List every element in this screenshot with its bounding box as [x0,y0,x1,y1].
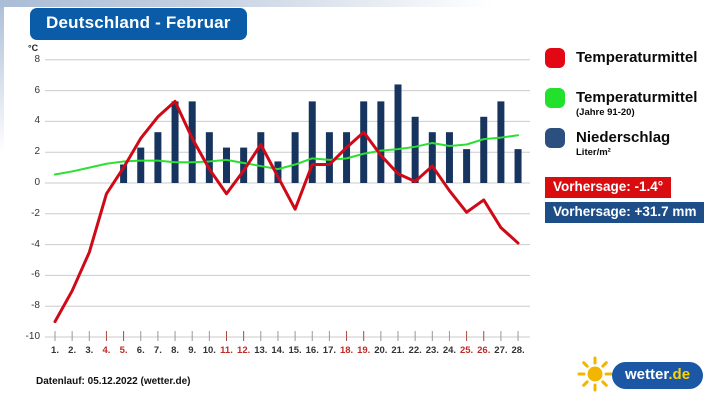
precipitation-bar [308,101,316,183]
x-tick-label: 4. [102,345,111,356]
precipitation-bar [154,132,162,183]
x-tick-label: 26. [477,345,491,356]
data-run-note: Datenlauf: 05.12.2022 (wetter.de) [36,376,191,387]
precipitation-bar [428,132,436,183]
legend-item-precipitation: Niederschlag Liter/m² [545,126,715,166]
x-tick-label: 1. [51,345,59,356]
precipitation-bar [205,132,213,183]
y-tick-label: -2 [31,207,40,219]
y-tick-label: 2 [34,146,40,158]
legend-sublabel: (Jahre 91-20) [576,107,635,118]
y-tick-label: -10 [25,331,40,342]
x-tick-label: 11. [220,345,233,356]
x-tick-label: 27. [494,345,508,356]
x-tick-label: 24. [442,345,457,356]
precipitation-bar [120,164,128,183]
x-tick-label: 9. [188,345,197,356]
x-tick-label: 12. [237,345,251,356]
x-tick-label: 5. [119,345,128,356]
y-axis-unit-label: °C [28,43,39,53]
precipitation-bar [394,84,402,183]
x-tick-label: 8. [171,345,180,356]
y-tick-label: 6 [34,84,40,96]
sun-icon [577,356,613,392]
legend: Temperaturmittel Temperaturmittel (Jahre… [545,46,715,166]
y-tick-label: -6 [31,269,40,281]
legend-label: Temperaturmittel [576,49,698,66]
x-tick-label: 18. [339,345,354,356]
left-accent-bar [0,0,4,170]
precipitation-bar [411,116,419,183]
red-line-swatch-icon [545,48,565,68]
x-tick-label: 15. [288,345,302,356]
top-accent-bar [0,0,560,7]
forecast-temperature-badge: Vorhersage: -1.4° [545,177,672,198]
y-tick-label: 0 [34,177,40,188]
precipitation-bar [291,132,299,183]
x-tick-label: 22. [408,345,422,356]
x-tick-label: 20. [374,345,388,356]
precipitation-bar [377,101,385,183]
precipitation-bar [325,132,333,183]
legend-sublabel: Liter/m² [576,147,611,158]
precipitation-bar [445,132,453,183]
x-tick-label: 10. [202,345,216,356]
x-tick-label: 17. [322,345,336,356]
precipitation-bar [514,149,522,183]
page-title: Deutschland - Februar [30,8,247,40]
x-tick-label: 19. [357,345,371,356]
y-tick-label: -8 [31,300,40,312]
bar-swatch-icon [545,128,565,148]
wetter-de-wordmark: wetter.de [612,362,704,389]
wetter-de-logo: wetter.de [576,354,706,394]
precipitation-bar [497,101,505,183]
legend-item-climate-mean: Temperaturmittel (Jahre 91-20) [545,86,715,126]
precipitation-bar [480,116,488,183]
x-tick-label: 6. [136,345,145,356]
x-tick-label: 2. [68,345,77,356]
x-tick-label: 21. [391,345,405,356]
x-tick-label: 16. [305,345,319,356]
precipitation-bar [463,149,471,183]
precipitation-bar [240,147,248,183]
legend-item-temperature: Temperaturmittel [545,46,715,86]
precipitation-bar [274,161,282,183]
climate-mean-line [54,134,520,176]
precipitation-bar [137,147,145,183]
precipitation-bar [360,101,368,183]
y-tick-label: 8 [34,53,40,65]
precipitation-bar [223,147,230,183]
legend-label: Temperaturmittel [576,89,698,106]
x-tick-label: 23. [425,345,439,356]
x-tick-label: 13. [254,345,268,356]
x-tick-label: 3. [85,345,94,356]
temperature-line [53,99,520,324]
x-tick-label: 28. [511,345,525,356]
precipitation-bar [257,132,265,183]
y-tick-label: 4 [34,115,40,127]
y-tick-label: -4 [31,238,40,250]
x-tick-label: 25. [459,345,474,356]
legend-label: Niederschlag [576,129,671,146]
green-line-swatch-icon [545,88,565,108]
precipitation-bar [171,101,179,183]
x-tick-label: 14. [271,345,285,356]
precipitation-bar [188,101,196,183]
forecast-precipitation-badge: Vorhersage: +31.7 mm [545,202,705,223]
x-tick-label: 7. [153,345,162,356]
